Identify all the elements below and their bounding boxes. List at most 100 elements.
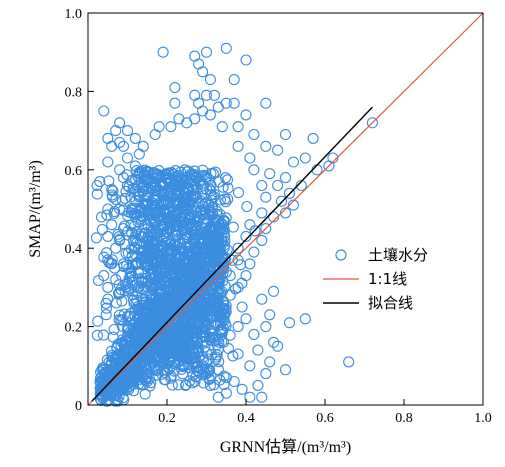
data-point-outlier — [279, 172, 292, 184]
data-point — [217, 215, 230, 227]
data-point-outlier — [248, 128, 260, 141]
data-point — [165, 167, 178, 179]
data-point-outlier — [102, 281, 114, 293]
x-tick-label: 0.4 — [237, 411, 255, 426]
data-point — [145, 299, 157, 311]
data-point-outlier — [102, 156, 114, 168]
data-point-outlier — [169, 81, 181, 94]
data-point — [164, 354, 176, 366]
data-point — [165, 370, 177, 382]
data-point — [200, 297, 212, 309]
data-point — [155, 212, 167, 224]
data-point — [177, 368, 189, 380]
data-point — [113, 288, 125, 300]
data-point — [136, 343, 148, 355]
data-point — [204, 243, 216, 255]
data-point — [154, 180, 166, 192]
data-point-outlier — [244, 360, 256, 372]
x-tick-label: 1.0 — [474, 411, 492, 426]
data-point — [106, 189, 118, 201]
data-point-outlier — [110, 242, 122, 254]
legend: 土壤水分 1:1线 拟合线 — [323, 246, 428, 312]
data-point — [184, 239, 197, 251]
data-point — [147, 310, 159, 323]
data-point-outlier — [272, 179, 284, 192]
data-point-outlier — [220, 372, 232, 384]
data-point-outlier — [283, 187, 296, 199]
data-point — [144, 314, 156, 326]
data-point-outlier — [98, 270, 110, 282]
data-point — [122, 277, 134, 289]
data-point — [154, 286, 166, 298]
data-point — [144, 334, 156, 346]
data-point — [157, 169, 169, 181]
data-point — [224, 329, 236, 341]
data-point — [216, 250, 228, 262]
data-point — [142, 319, 155, 331]
data-point-outlier — [260, 321, 272, 333]
data-point-outlier — [125, 207, 137, 219]
data-point — [214, 194, 227, 206]
data-point-outlier — [275, 195, 288, 207]
data-point-outlier — [110, 125, 122, 137]
data-point — [144, 245, 156, 257]
data-point-outlier — [232, 254, 244, 266]
data-point — [96, 223, 108, 236]
data-point — [163, 254, 175, 266]
data-point — [129, 242, 141, 254]
data-point — [132, 188, 144, 200]
data-point — [166, 325, 178, 337]
data-point — [192, 346, 204, 358]
data-point-outlier — [244, 258, 256, 270]
data-point-outlier — [232, 321, 244, 333]
data-point — [150, 291, 162, 304]
data-point — [186, 377, 198, 389]
data-point — [113, 314, 125, 326]
data-point-outlier — [283, 317, 296, 329]
data-point-outlier — [256, 179, 268, 192]
data-point — [142, 345, 154, 358]
data-point — [152, 235, 164, 247]
data-point — [178, 193, 190, 206]
data-point-outlier — [224, 270, 236, 282]
data-point — [171, 230, 183, 242]
data-point-outlier — [244, 219, 256, 231]
data-point — [190, 370, 202, 383]
x-axis-label: GRNN估算/(m³/m³) — [220, 437, 351, 456]
data-point — [218, 370, 230, 382]
data-point — [236, 277, 248, 289]
data-point — [182, 190, 194, 202]
data-point-outlier — [244, 391, 256, 403]
data-point-outlier — [307, 132, 319, 144]
data-point-outlier — [299, 152, 311, 164]
data-point — [203, 365, 215, 377]
data-point-outlier — [212, 101, 224, 113]
data-point — [149, 167, 161, 179]
data-point — [180, 379, 192, 391]
data-point — [144, 241, 156, 253]
data-point — [169, 229, 181, 241]
data-point — [108, 323, 120, 336]
data-point — [158, 344, 171, 356]
data-point — [160, 338, 172, 351]
data-point — [128, 208, 140, 220]
x-tick-label: 0.2 — [158, 411, 176, 426]
data-point-outlier — [228, 74, 240, 86]
data-point-outlier — [137, 140, 149, 152]
data-point — [107, 185, 119, 197]
data-point-outlier — [295, 179, 307, 192]
y-tick-label: 0 — [75, 399, 82, 414]
data-point — [100, 302, 113, 314]
data-point-outlier — [311, 164, 323, 176]
data-point-outlier — [157, 46, 169, 58]
data-point-outlier — [323, 160, 335, 172]
data-point — [156, 345, 168, 357]
data-point — [197, 363, 209, 375]
data-point-outlier — [252, 379, 264, 391]
data-point-outlier — [240, 54, 252, 66]
data-point — [208, 305, 220, 317]
data-point — [179, 321, 192, 333]
data-point — [209, 166, 222, 178]
data-point-outlier — [260, 368, 272, 380]
data-point — [217, 304, 229, 316]
